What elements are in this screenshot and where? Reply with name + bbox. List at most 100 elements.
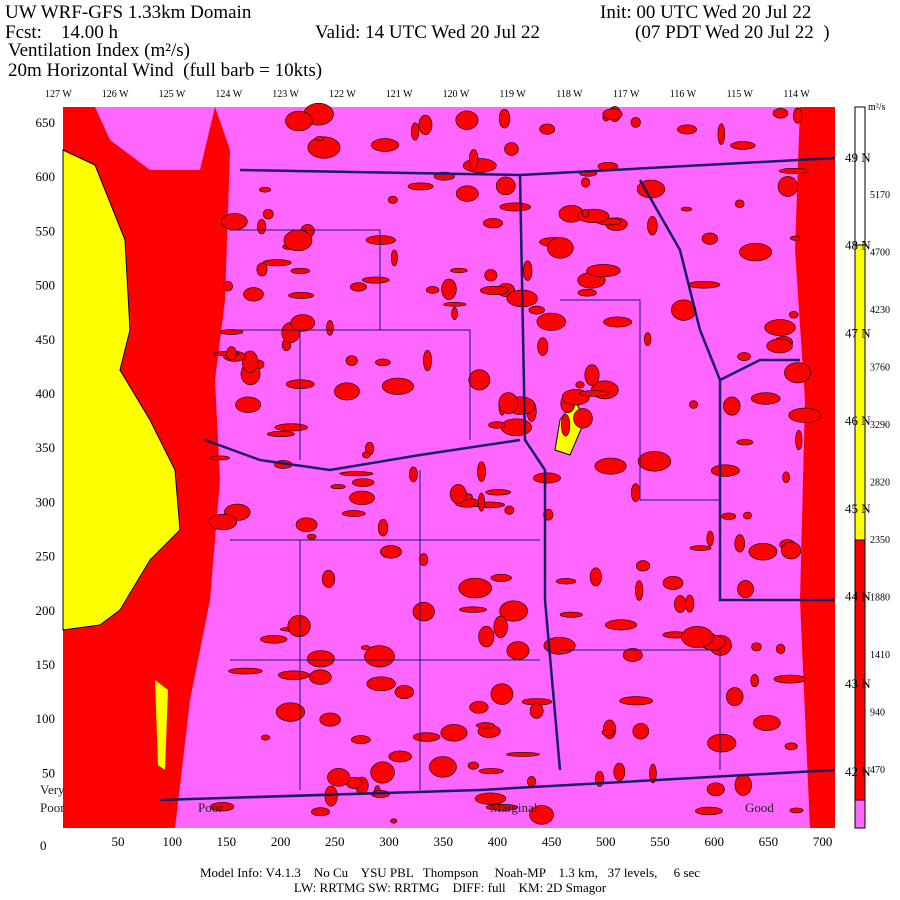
forecast-hour: Fcst: 14.00 h bbox=[5, 22, 118, 43]
red-patch bbox=[707, 733, 737, 753]
x-axis-label: 300 bbox=[379, 834, 399, 849]
red-patch bbox=[425, 286, 440, 294]
map-label: Very bbox=[40, 782, 65, 797]
red-patch bbox=[701, 232, 718, 245]
red-patch bbox=[485, 803, 519, 811]
red-patch bbox=[283, 229, 313, 252]
red-patch bbox=[259, 635, 288, 644]
colorbar-label: 4230 bbox=[870, 305, 890, 316]
init-time: Init: 00 UTC Wed 20 Jul 22 bbox=[600, 2, 811, 23]
x-axis-label: 250 bbox=[325, 834, 345, 849]
x-axis-label: 50 bbox=[112, 834, 125, 849]
latitude-label: 46 N bbox=[845, 413, 871, 428]
red-patch bbox=[586, 264, 621, 278]
red-patch bbox=[228, 667, 263, 675]
red-patch bbox=[221, 213, 248, 231]
red-patch bbox=[602, 108, 623, 120]
red-patch bbox=[528, 305, 545, 315]
red-patch bbox=[537, 337, 549, 356]
y-axis-label: 450 bbox=[36, 332, 56, 347]
red-patch bbox=[522, 260, 533, 281]
footer-line: LW: RRTMG SW: RRTMG DIFF: full KM: 2D Sm… bbox=[294, 880, 607, 895]
red-patch bbox=[341, 510, 366, 517]
red-patch bbox=[680, 206, 693, 212]
red-patch bbox=[630, 117, 641, 128]
red-patch bbox=[321, 569, 336, 588]
red-patch bbox=[440, 724, 468, 742]
red-patch bbox=[381, 377, 414, 395]
red-patch bbox=[778, 167, 809, 174]
red-patch bbox=[789, 235, 801, 241]
red-patch bbox=[490, 573, 512, 582]
red-patch bbox=[387, 195, 398, 204]
red-patch bbox=[710, 464, 740, 477]
red-patch bbox=[532, 472, 561, 484]
red-patch bbox=[751, 642, 762, 652]
red-patch bbox=[307, 136, 341, 159]
red-patch bbox=[677, 124, 697, 135]
y-axis-label: 350 bbox=[36, 440, 56, 455]
red-patch bbox=[290, 267, 310, 275]
red-patch bbox=[777, 176, 798, 197]
axis-origin: 0 bbox=[40, 838, 47, 853]
red-patch bbox=[243, 287, 264, 302]
red-patch bbox=[782, 471, 790, 484]
red-patch bbox=[527, 776, 537, 788]
red-patch bbox=[443, 301, 467, 307]
longitude-label: 114 W bbox=[783, 89, 810, 100]
red-patch bbox=[734, 534, 745, 553]
red-patch bbox=[388, 750, 412, 763]
longitude-label: 119 W bbox=[499, 89, 526, 100]
red-patch bbox=[288, 292, 315, 299]
red-patch bbox=[309, 669, 332, 685]
red-patch bbox=[349, 490, 375, 506]
colorbar-label: 3760 bbox=[870, 363, 890, 374]
red-patch bbox=[630, 483, 641, 502]
x-axis-label: 700 bbox=[813, 834, 833, 849]
colorbar-label: 940 bbox=[870, 708, 885, 719]
y-axis-label: 550 bbox=[36, 223, 56, 238]
x-axis-label: 550 bbox=[650, 834, 670, 849]
title: UW WRF-GFS 1.33km Domain bbox=[5, 2, 252, 23]
red-patch bbox=[462, 158, 497, 173]
red-patch bbox=[390, 249, 398, 267]
colorbar-unit: m²/s bbox=[868, 102, 886, 113]
red-patch bbox=[467, 761, 480, 770]
red-patch bbox=[256, 262, 268, 277]
red-patch bbox=[604, 619, 638, 631]
red-patch bbox=[687, 281, 721, 289]
latitude-label: 45 N bbox=[845, 501, 871, 516]
county-lines bbox=[230, 229, 721, 790]
red-patch bbox=[468, 149, 479, 171]
y-axis-label: 150 bbox=[36, 657, 56, 672]
red-patch bbox=[706, 782, 725, 797]
y-axis-label: 400 bbox=[36, 386, 56, 401]
red-patch bbox=[498, 392, 519, 414]
red-patch bbox=[635, 560, 651, 572]
red-patch bbox=[419, 553, 429, 566]
red-patch bbox=[784, 742, 798, 751]
x-axis-label: 600 bbox=[704, 834, 724, 849]
y-axis-label: 650 bbox=[36, 115, 56, 130]
red-patch bbox=[330, 484, 346, 490]
red-patch bbox=[781, 541, 802, 560]
red-patch bbox=[504, 142, 519, 156]
red-patch bbox=[539, 123, 556, 135]
red-patch bbox=[334, 382, 360, 401]
wind-note: 20m Horizontal Wind (full barb = 10kts) bbox=[8, 60, 322, 81]
red-patch bbox=[468, 369, 491, 391]
map-label: Poor bbox=[40, 800, 65, 815]
longitude-label: 127 W bbox=[45, 89, 72, 100]
red-patch bbox=[706, 530, 714, 547]
colorbar bbox=[854, 106, 866, 829]
x-axis-label: 650 bbox=[759, 834, 779, 849]
red-patch bbox=[262, 208, 274, 220]
colorbar-label: 470 bbox=[870, 765, 885, 776]
x-axis-label: 350 bbox=[433, 834, 453, 849]
red-patch bbox=[584, 364, 600, 386]
red-patch bbox=[734, 199, 745, 208]
red-patch bbox=[601, 728, 615, 737]
longitude-label: 125 W bbox=[159, 89, 186, 100]
red-patch bbox=[351, 478, 375, 487]
red-patch bbox=[684, 594, 695, 613]
